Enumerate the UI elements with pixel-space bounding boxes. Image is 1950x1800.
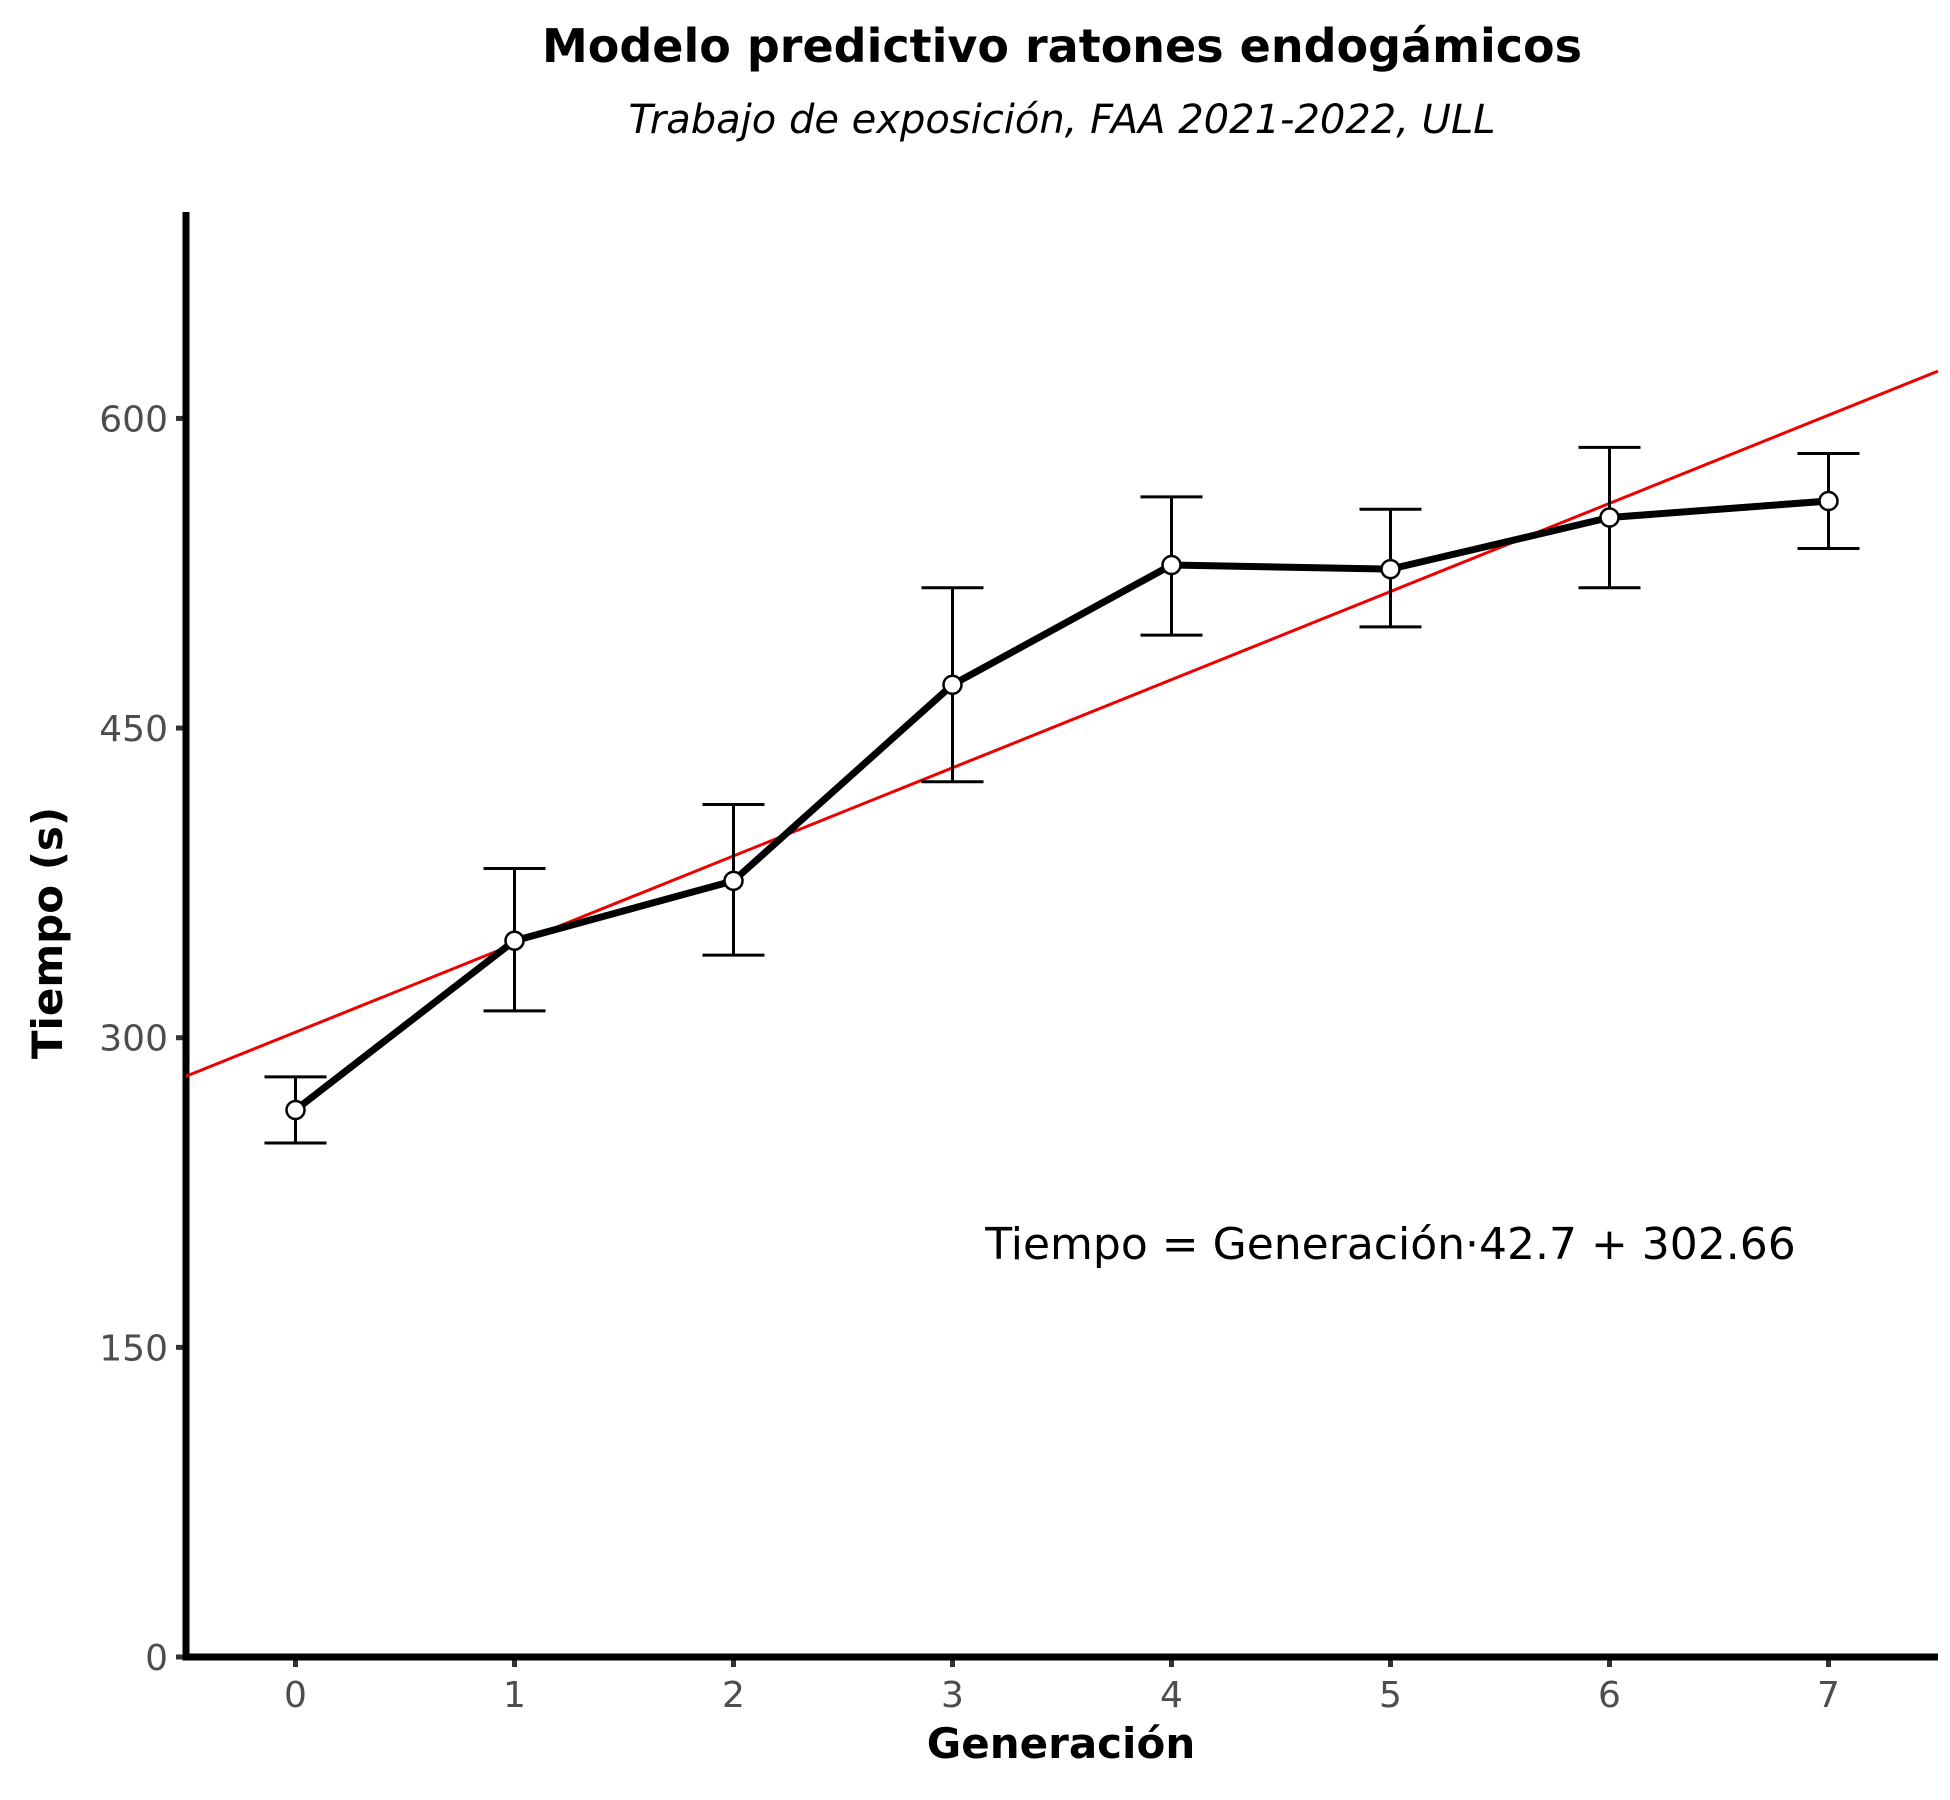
series-line-layer <box>293 497 1829 1113</box>
x-tick-label: 7 <box>1817 1675 1840 1716</box>
x-tick-label: 5 <box>1379 1675 1402 1716</box>
y-axis-title: Tiempo (s) <box>23 807 72 1059</box>
x-tick-label: 4 <box>1160 1675 1183 1716</box>
x-axis-ticks: 0 1 2 3 4 5 6 7 <box>284 1657 1840 1716</box>
fit-line-layer <box>185 369 1939 1078</box>
x-tick-label: 0 <box>284 1675 307 1716</box>
y-tick-label: 0 <box>145 1638 168 1679</box>
chart-subtitle: Trabajo de exposición, FAA 2021-2022, UL… <box>628 97 1495 143</box>
data-point <box>942 674 963 695</box>
y-tick-label: 300 <box>99 1019 168 1060</box>
y-tick-label: 150 <box>99 1328 168 1369</box>
data-point <box>504 930 525 951</box>
y-tick-label: 600 <box>99 399 168 440</box>
y-axis-ticks: 0 150 300 450 600 <box>99 399 186 1679</box>
data-point <box>1818 490 1839 512</box>
chart-title: Modelo predictivo ratones endogámicos <box>542 19 1582 73</box>
data-point <box>1161 554 1182 576</box>
x-tick-label: 2 <box>722 1675 745 1716</box>
x-axis-title: Generación <box>927 1719 1195 1768</box>
series-line <box>293 497 1829 1113</box>
x-tick-label: 3 <box>941 1675 964 1716</box>
data-points <box>285 490 1839 1121</box>
fit-line <box>185 369 1939 1078</box>
annotation-equation: Tiempo = Generación·42.7 + 302.66 <box>984 1219 1796 1270</box>
data-point <box>285 1099 306 1121</box>
x-tick-label: 6 <box>1598 1675 1621 1716</box>
data-point <box>1599 507 1620 528</box>
error-bars <box>264 445 1860 1145</box>
data-point <box>723 870 744 892</box>
data-point <box>1380 558 1401 580</box>
y-tick-label: 450 <box>99 709 168 750</box>
x-tick-label: 1 <box>503 1675 526 1716</box>
